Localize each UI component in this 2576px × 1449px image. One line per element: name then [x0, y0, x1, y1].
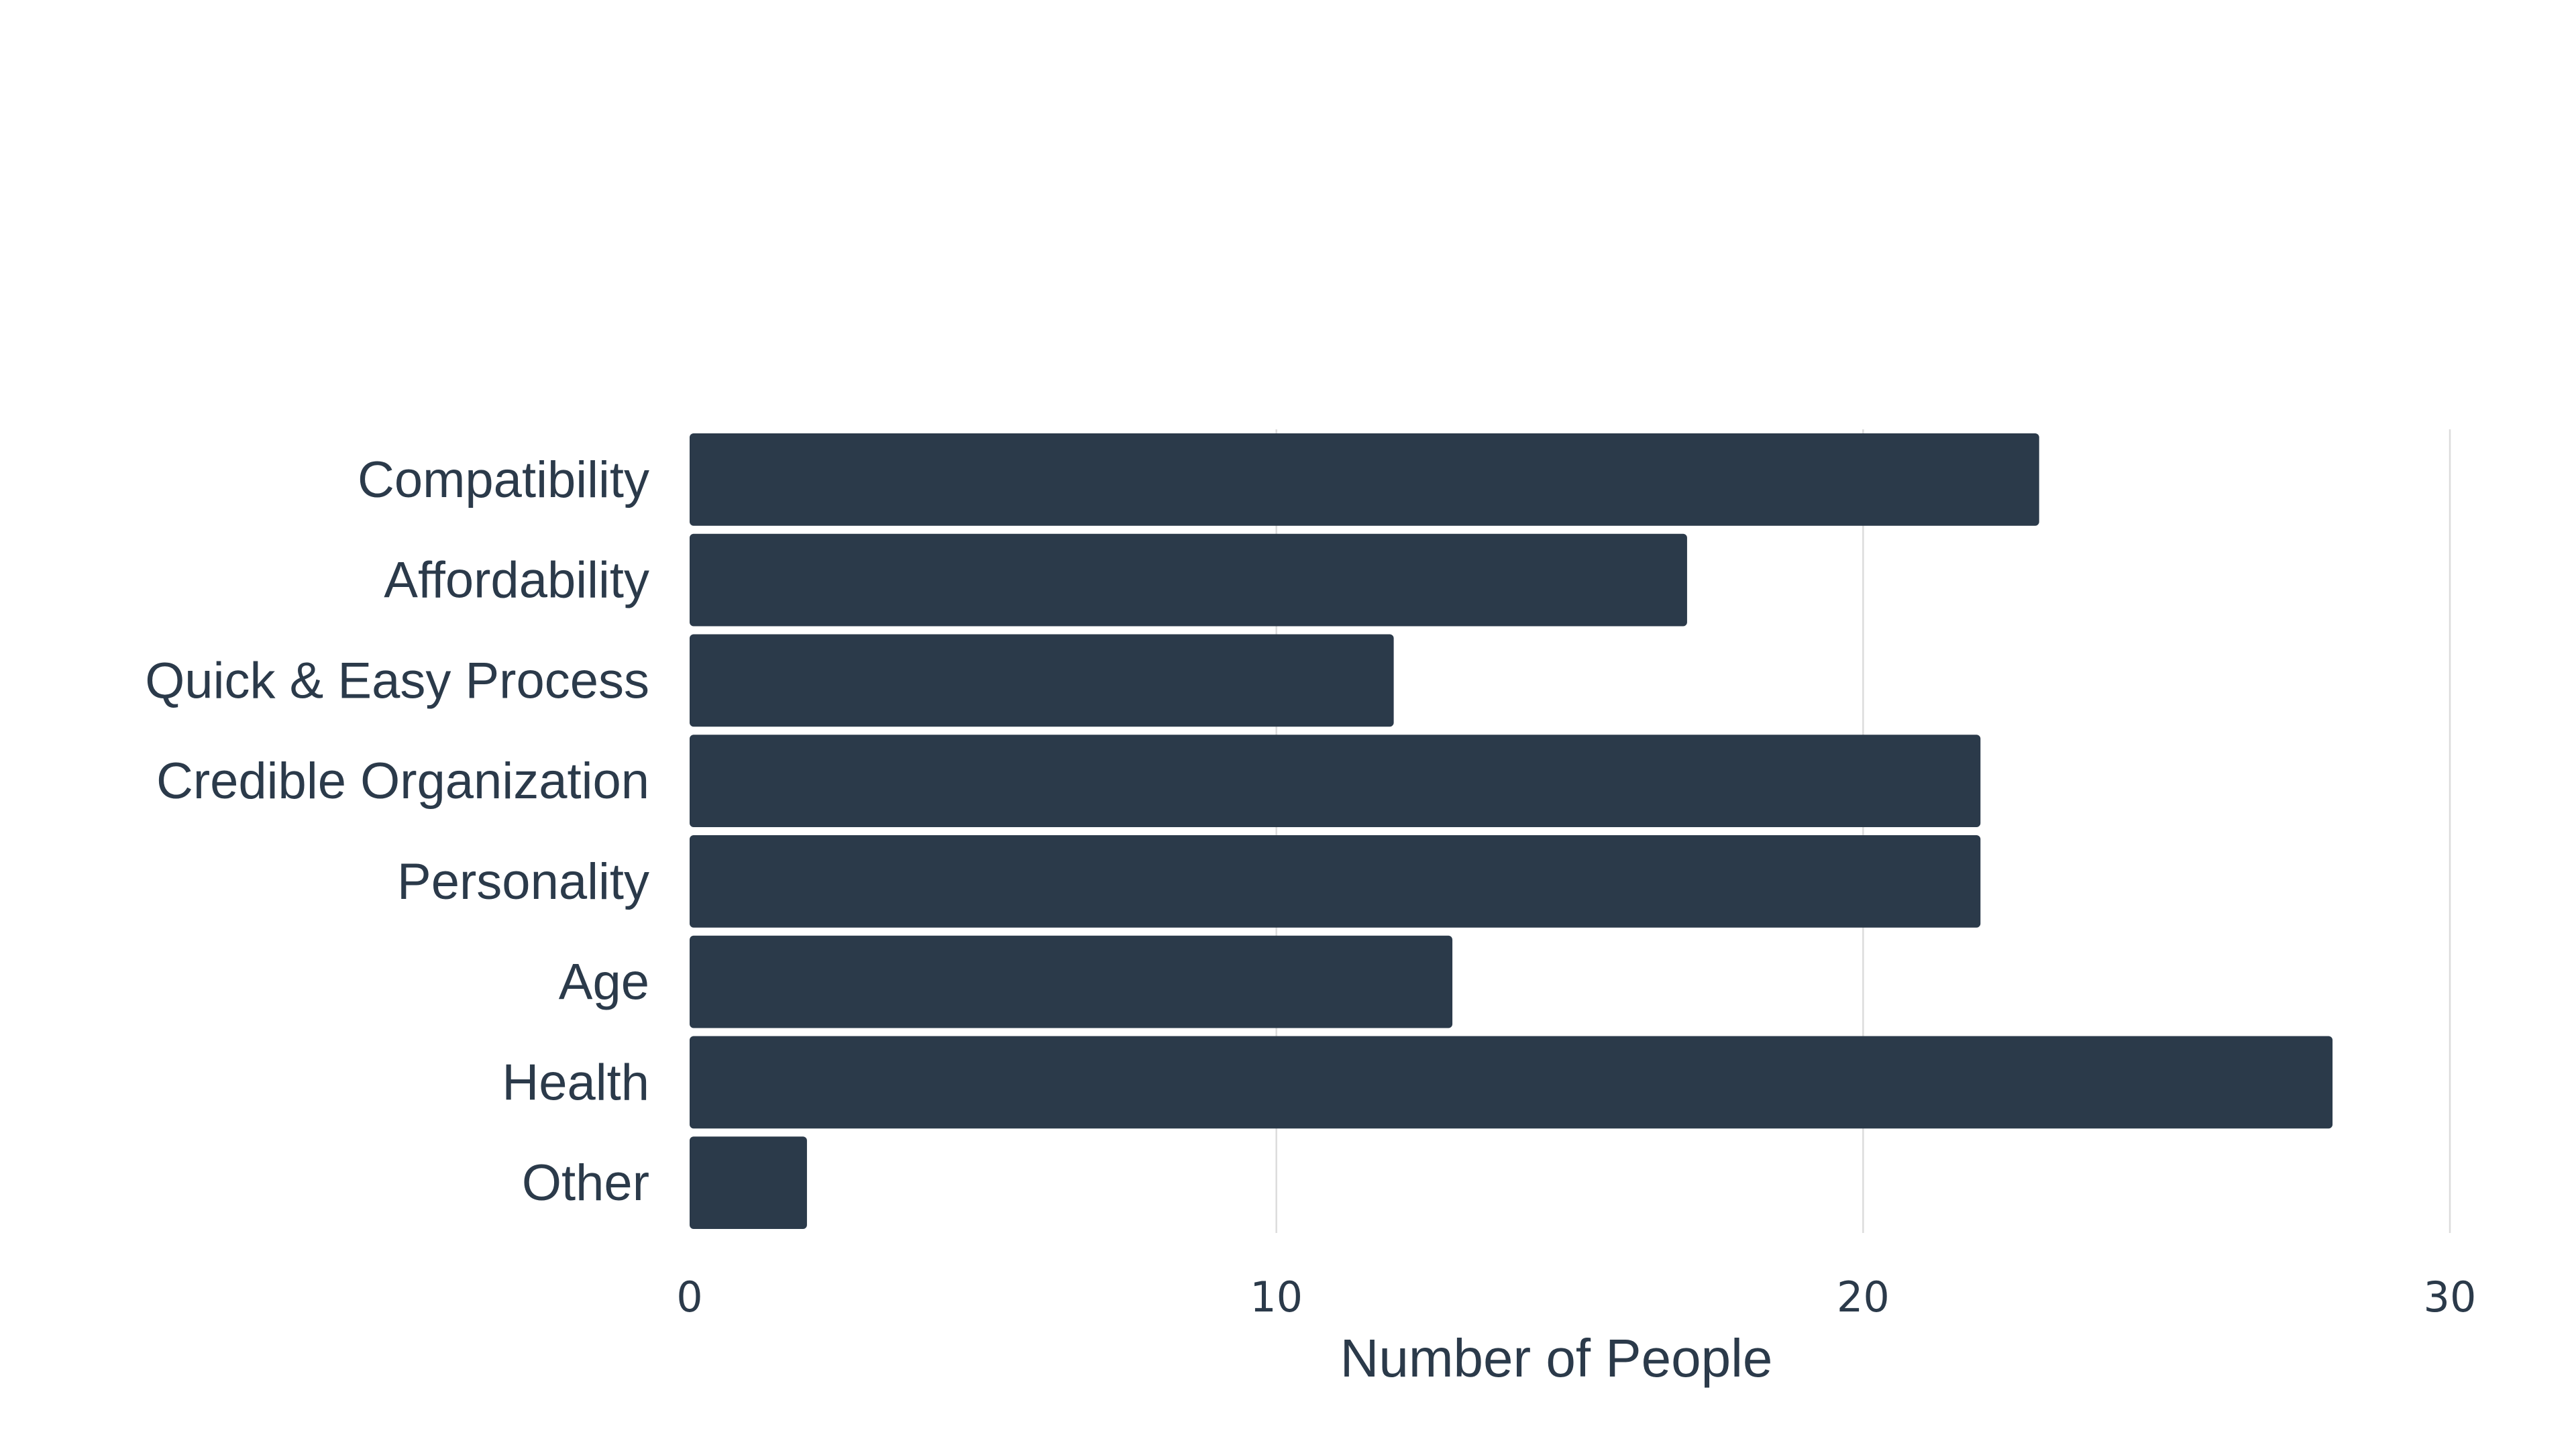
category-label: Other — [522, 1155, 649, 1212]
x-tick-label: 0 — [676, 1273, 702, 1322]
x-tick-label: 20 — [1837, 1273, 1890, 1322]
x-tick-label: 10 — [1250, 1273, 1303, 1322]
bar-affordability — [690, 533, 1687, 627]
category-label: Age — [559, 954, 649, 1011]
category-label: Affordability — [384, 552, 649, 609]
category-label: Quick & Easy Process — [145, 652, 649, 709]
bar-compatibility — [690, 433, 2039, 526]
x-tick-labels: 0 10 20 30 — [676, 1273, 2476, 1322]
category-label: Credible Organization — [156, 753, 649, 810]
bar-health — [690, 1036, 2333, 1129]
bar-other — [690, 1136, 807, 1229]
x-axis-title: Number of People — [1340, 1328, 1773, 1388]
bar-quick-easy-process — [690, 634, 1394, 727]
bars — [690, 433, 2333, 1229]
category-label: Compatibility — [358, 451, 649, 508]
bar-credible-organization — [690, 735, 1981, 827]
category-label: Personality — [397, 853, 649, 910]
category-labels: Compatibility Affordability Quick & Easy P… — [145, 451, 649, 1212]
bar-personality — [690, 835, 1981, 928]
x-tick-label: 30 — [2424, 1273, 2477, 1322]
bar-age — [690, 935, 1453, 1028]
category-label: Health — [502, 1054, 649, 1111]
